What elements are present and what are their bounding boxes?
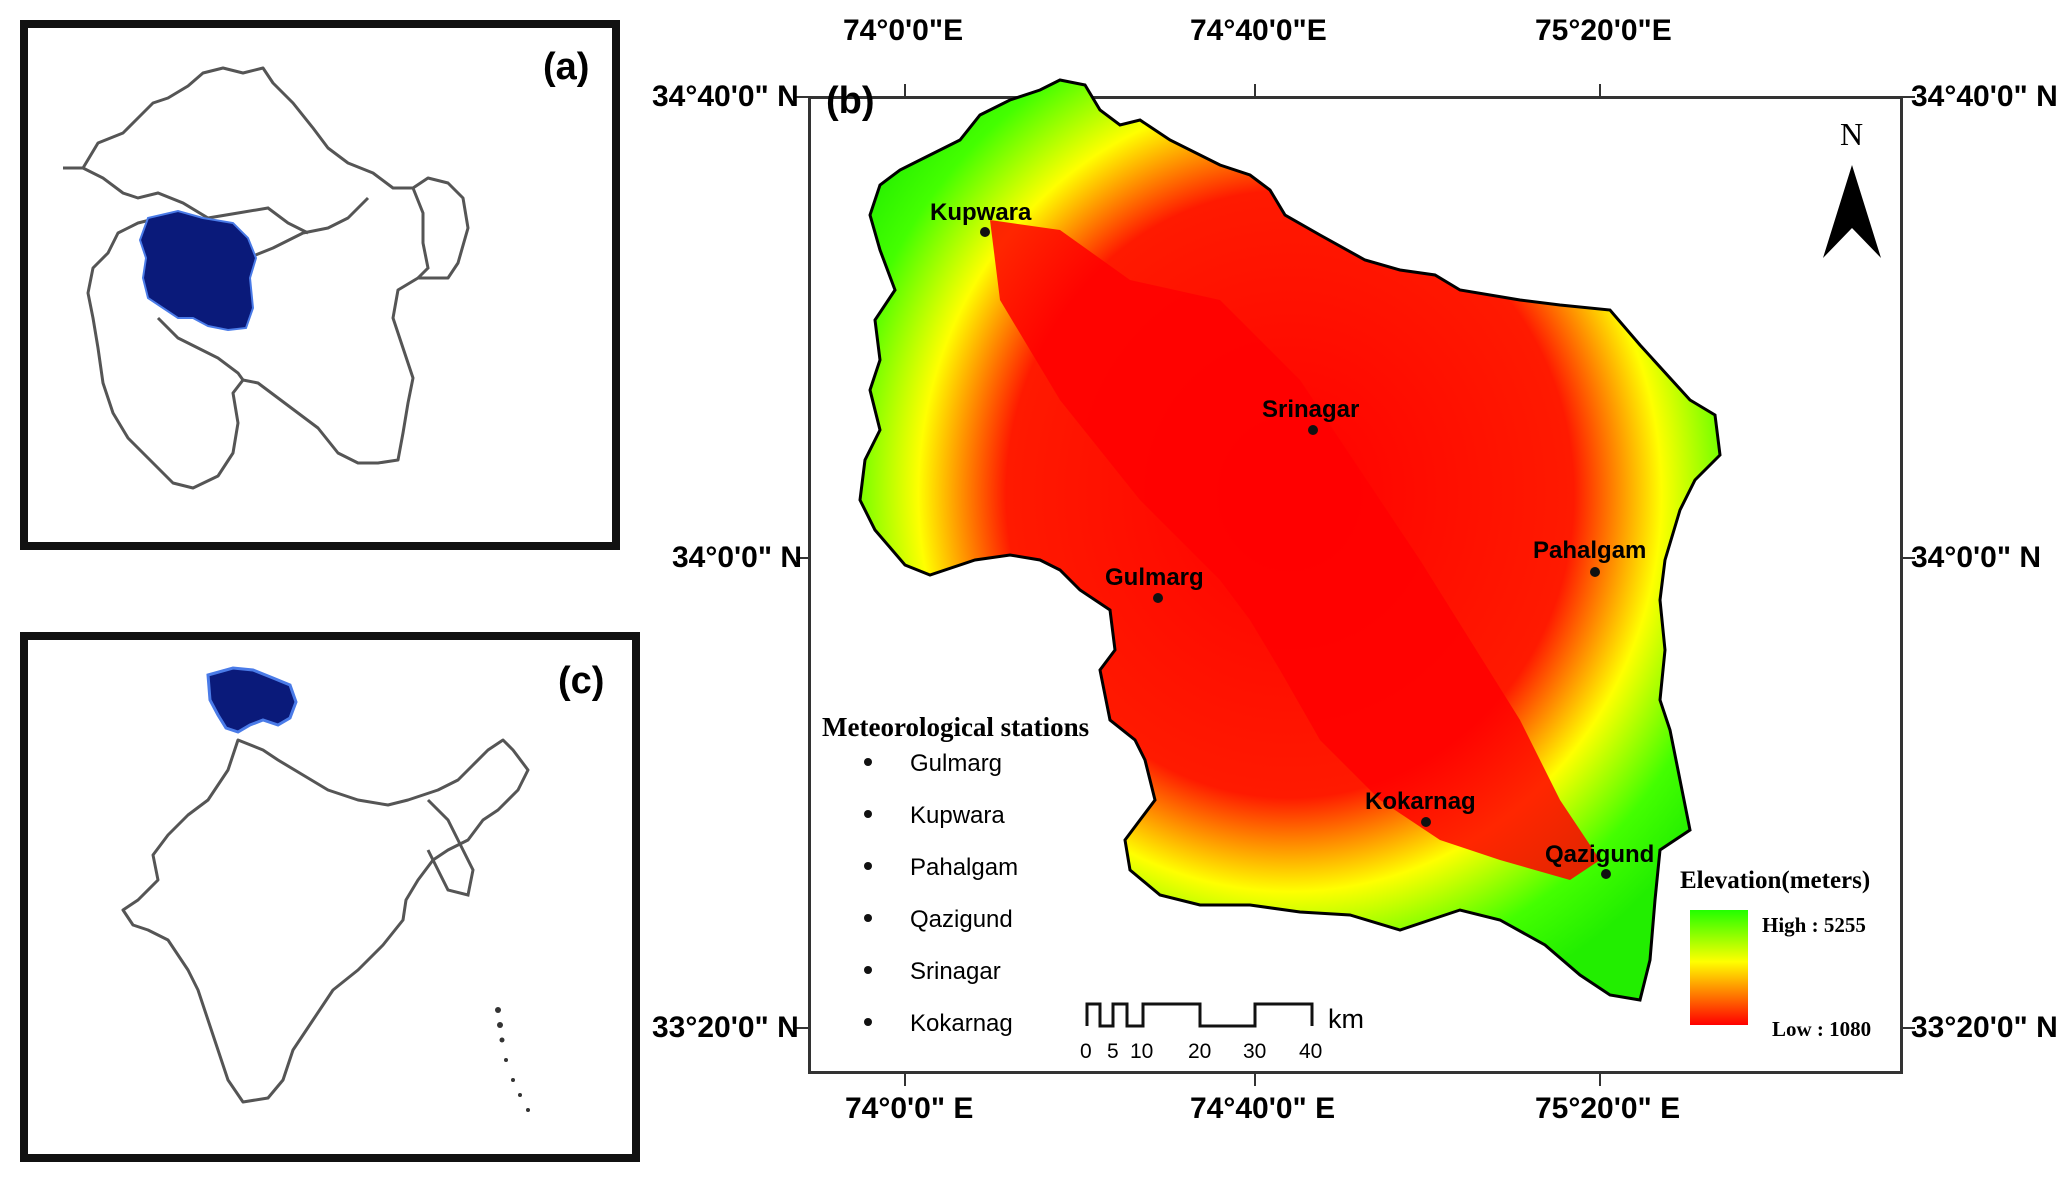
- stations-legend-title: Meteorological stations: [822, 712, 1089, 742]
- india-outline: [121, 738, 530, 1104]
- jammu-kashmir-outline-map: [63, 66, 470, 490]
- coord-bottom-3: 75°20'0" E: [1535, 1092, 1681, 1125]
- coord-right-1: 34°40'0" N: [1911, 80, 2058, 113]
- frame-ticks: [796, 84, 1915, 1086]
- station-label: Kupwara: [930, 199, 1032, 226]
- northeast-outline: [426, 798, 475, 897]
- island-dot: [499, 1037, 505, 1043]
- legend-item: Kupwara: [910, 802, 1005, 829]
- scale-tick: 40: [1299, 1040, 1322, 1063]
- jammu-kashmir-region: [206, 666, 298, 734]
- coord-bottom-1: 74°0'0" E: [845, 1092, 974, 1125]
- coord-top-2: 74°40'0"E: [1190, 14, 1327, 47]
- scale-bar: 0 5 10 20 30 40 km: [1080, 1002, 1364, 1063]
- coord-bottom-2: 74°40'0" E: [1190, 1092, 1336, 1125]
- station-label: Kokarnag: [1365, 788, 1476, 815]
- scale-tick: 30: [1243, 1040, 1266, 1063]
- panel-c-label: (c): [558, 660, 605, 702]
- north-arrow-icon: [1823, 165, 1881, 258]
- legend-dot: [864, 810, 872, 818]
- scale-tick: 0: [1080, 1040, 1092, 1063]
- panel-a-label: (a): [543, 46, 590, 88]
- station-label: Pahalgam: [1533, 537, 1646, 564]
- region-boundary-2: [411, 187, 430, 280]
- station-label: Srinagar: [1262, 396, 1359, 423]
- station-dot: [1153, 593, 1163, 603]
- station-kokarnag: Kokarnag: [1365, 788, 1476, 827]
- coord-right-3: 33°20'0" N: [1911, 1011, 2058, 1044]
- panel-b-label: (b): [826, 80, 875, 122]
- legend-dot: [864, 914, 872, 922]
- station-pahalgam: Pahalgam: [1533, 537, 1646, 577]
- legend-item: Pahalgam: [910, 854, 1018, 881]
- island-dot: [495, 1007, 501, 1013]
- station-dot: [1590, 567, 1600, 577]
- station-label: Qazigund: [1545, 841, 1654, 868]
- scale-tick: 5: [1107, 1040, 1119, 1063]
- legend-dot: [864, 1018, 872, 1026]
- legend-item: Qazigund: [910, 906, 1013, 933]
- legend-item: Gulmarg: [910, 750, 1002, 777]
- station-qazigund: Qazigund: [1545, 841, 1654, 879]
- panel-a: (a): [20, 20, 620, 550]
- station-dot: [1308, 425, 1318, 435]
- state-outline: [81, 66, 470, 490]
- island-dot: [504, 1058, 508, 1062]
- coord-top-1: 74°0'0"E: [843, 14, 964, 47]
- high-elevation-core: [990, 220, 1600, 880]
- stations-legend: Meteorological stations Gulmarg Kupwara …: [822, 712, 1089, 1037]
- island-dot: [526, 1108, 530, 1112]
- legend-item: Kokarnag: [910, 1010, 1013, 1037]
- station-gulmarg: Gulmarg: [1105, 564, 1204, 603]
- north-label: N: [1840, 116, 1863, 152]
- coord-right-2: 34°0'0" N: [1911, 541, 2042, 574]
- station-srinagar: Srinagar: [1262, 396, 1359, 435]
- elevation-high-label: High : 5255: [1762, 913, 1866, 937]
- legend-dot: [864, 862, 872, 870]
- coord-left-1: 34°40'0" N: [652, 80, 799, 113]
- legend-dot: [864, 758, 872, 766]
- island-dot: [497, 1022, 503, 1028]
- coord-top-3: 75°20'0"E: [1535, 14, 1672, 47]
- panel-c: (c): [20, 632, 640, 1162]
- island-dot: [511, 1078, 515, 1082]
- station-kupwara: Kupwara: [930, 199, 1032, 237]
- scale-bar-line: [1085, 1002, 1314, 1028]
- elevation-legend: Elevation(meters) High : 5255 Low : 1080: [1680, 867, 1871, 1041]
- scale-unit: km: [1328, 1004, 1364, 1034]
- station-dot: [980, 227, 990, 237]
- scale-tick: 20: [1188, 1040, 1211, 1063]
- station-dot: [1601, 869, 1611, 879]
- region-boundary: [63, 166, 309, 235]
- station-label: Gulmarg: [1105, 564, 1204, 591]
- station-dot: [1421, 817, 1431, 827]
- north-arrow: N: [1823, 116, 1881, 258]
- island-dot: [518, 1093, 522, 1097]
- elevation-color-ramp: [1690, 910, 1748, 1025]
- coord-left-2: 34°0'0" N: [672, 541, 803, 574]
- kashmir-valley-region: [138, 209, 258, 332]
- india-outline-map: [121, 666, 530, 1112]
- elevation-low-label: Low : 1080: [1772, 1017, 1871, 1041]
- elevation-legend-title: Elevation(meters): [1680, 867, 1870, 894]
- coord-left-3: 33°20'0" N: [652, 1011, 799, 1044]
- region-boundary-3: [156, 316, 245, 381]
- legend-dot: [864, 966, 872, 974]
- legend-item: Srinagar: [910, 958, 1001, 985]
- scale-tick: 10: [1130, 1040, 1153, 1063]
